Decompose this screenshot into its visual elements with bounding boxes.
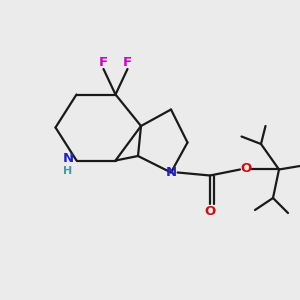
Text: N: N: [165, 166, 177, 179]
Text: H: H: [64, 166, 73, 176]
Text: O: O: [204, 205, 216, 218]
Text: F: F: [123, 56, 132, 69]
Text: N: N: [62, 152, 74, 166]
Text: O: O: [240, 162, 252, 176]
Text: F: F: [99, 56, 108, 69]
